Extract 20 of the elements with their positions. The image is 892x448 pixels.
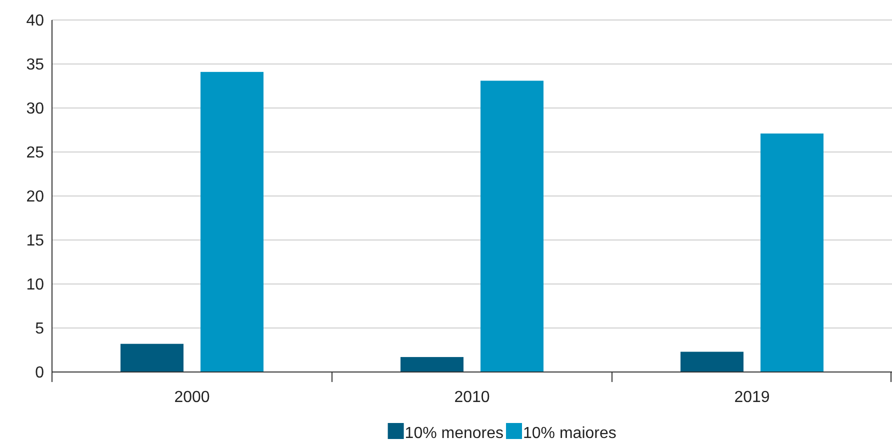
bar: [120, 344, 184, 372]
bar: [480, 80, 544, 372]
bar: [680, 352, 744, 372]
y-tick-label: 5: [35, 320, 44, 338]
legend-label: 10% maiores: [523, 425, 616, 442]
y-tick-label: 20: [26, 188, 44, 206]
x-tick-label: 2000: [174, 389, 210, 406]
y-tick-label: 25: [26, 144, 44, 162]
y-tick-label: 15: [26, 232, 44, 250]
y-tick-label: 0: [35, 364, 44, 382]
bar: [400, 357, 464, 372]
y-tick-label: 10: [26, 276, 44, 294]
y-tick-label: 30: [26, 100, 44, 118]
legend-label: 10% menores: [404, 425, 504, 442]
y-tick-label: 40: [26, 12, 44, 30]
y-tick-label: 35: [26, 56, 44, 74]
bar: [760, 134, 824, 372]
x-tick-label: 2010: [454, 389, 490, 406]
x-tick-label: 2019: [734, 389, 770, 406]
bar: [200, 72, 264, 372]
